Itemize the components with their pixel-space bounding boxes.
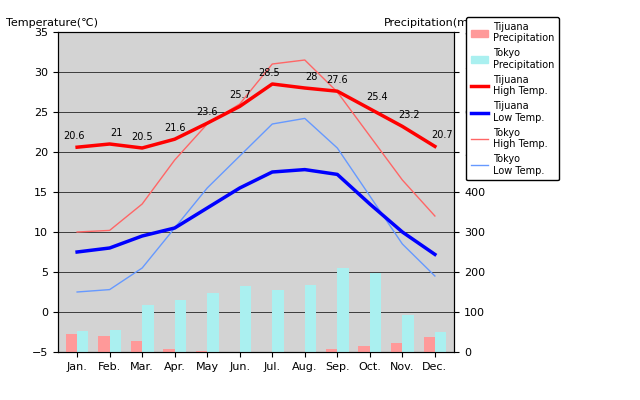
Bar [326,349,337,352]
Bar [403,315,413,352]
Bar [77,331,88,352]
Bar [305,285,316,352]
Bar [391,343,403,352]
Bar [131,341,142,352]
Text: 20.7: 20.7 [431,130,452,140]
Text: 28: 28 [305,72,318,82]
Bar [424,337,435,352]
Bar [109,330,121,352]
Bar [207,293,219,352]
Bar [163,349,175,352]
Bar [435,332,446,352]
Text: 20.6: 20.6 [63,131,85,141]
Text: 28.5: 28.5 [259,68,280,78]
Text: 21.6: 21.6 [164,123,186,133]
Text: 21: 21 [110,128,123,138]
Bar [66,334,77,352]
Bar [196,351,207,352]
Text: Precipitation(mm): Precipitation(mm) [384,18,484,28]
Bar [358,346,370,352]
Bar [370,273,381,352]
Bar [240,286,251,352]
Text: 23.2: 23.2 [399,110,420,120]
Bar [272,290,284,352]
Text: 23.6: 23.6 [196,107,218,117]
Bar [175,300,186,352]
Bar [99,336,109,352]
Text: 25.4: 25.4 [366,92,388,102]
Legend: Tijuana
Precipitation, Tokyo
Precipitation, Tijuana
High Temp., Tijuana
Low Temp: Tijuana Precipitation, Tokyo Precipitati… [466,17,559,180]
Text: 20.5: 20.5 [131,132,153,142]
Text: 27.6: 27.6 [326,75,348,85]
Bar [142,305,154,352]
Bar [337,268,349,352]
Text: Temperature(℃): Temperature(℃) [6,18,99,28]
Text: 25.7: 25.7 [229,90,251,100]
